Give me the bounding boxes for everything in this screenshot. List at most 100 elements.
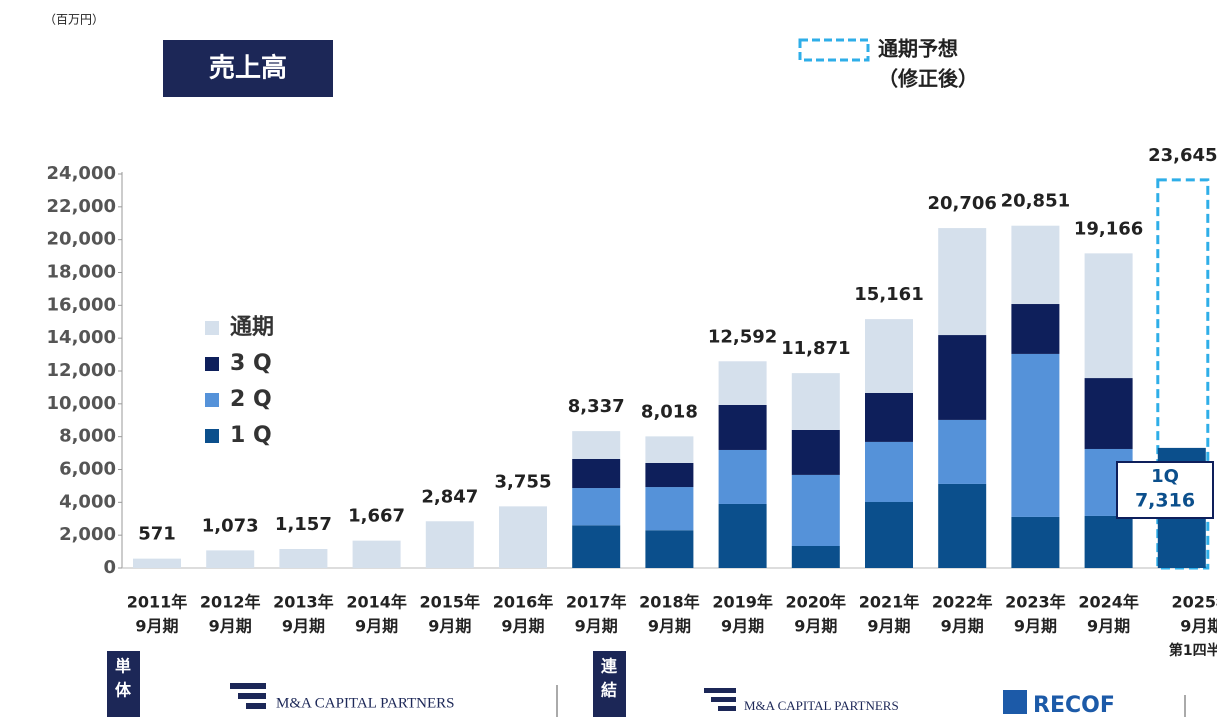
x-tick-label: 第1四半期 <box>1169 642 1217 659</box>
x-tick-label: 2022年 <box>932 593 993 612</box>
bar-segment <box>938 483 987 568</box>
total-label: 571 <box>138 524 176 545</box>
x-tick-label: 9月期 <box>355 617 398 636</box>
x-tick-label: 2013年 <box>273 593 334 612</box>
forecast-legend: （修正後） <box>878 67 978 91</box>
legend-label: 1 Q <box>230 423 272 448</box>
value-label-box <box>1116 461 1214 519</box>
y-tick-label: 14,000 <box>47 327 116 348</box>
logo-mark <box>230 683 266 689</box>
logo-text: M&A CAPITAL PARTNERS <box>744 698 899 713</box>
title-box <box>163 40 333 97</box>
x-tick-label: 9月期 <box>575 617 618 636</box>
x-tick-label: 2011年 <box>127 593 188 612</box>
bar-segment <box>791 373 840 430</box>
x-tick-label: 9月期 <box>501 617 544 636</box>
chart-title: 売上高 <box>209 53 287 84</box>
recof-text: RECOF <box>1033 693 1115 717</box>
bar-segment <box>1011 353 1060 517</box>
bar-segment <box>865 502 913 568</box>
bar-segment <box>865 319 913 393</box>
total-label: 19,166 <box>1074 218 1143 239</box>
consolidated-box <box>593 651 626 717</box>
bar-segment <box>645 530 694 568</box>
bar-segment <box>718 404 767 450</box>
standalone-label: 単 <box>115 657 131 676</box>
total-label: 2,847 <box>421 486 478 507</box>
legend-swatch <box>205 357 219 371</box>
y-tick-label: 4,000 <box>59 491 116 512</box>
x-tick-label: 2018年 <box>639 593 700 612</box>
bar-segment <box>938 419 987 484</box>
x-tick-label: 2024年 <box>1078 593 1139 612</box>
bar-segment <box>645 487 694 531</box>
y-tick-label: 2,000 <box>59 524 116 545</box>
standalone-label: 体 <box>115 681 132 700</box>
standalone-box <box>107 651 140 717</box>
total-label: 20,706 <box>927 193 996 214</box>
total-label: 20,851 <box>1001 191 1070 212</box>
recof-mark <box>1003 690 1027 714</box>
bar-segment <box>645 436 694 463</box>
y-tick-label: 12,000 <box>47 360 116 381</box>
x-tick-label: 9月期 <box>209 617 252 636</box>
y-tick-label: 24,000 <box>47 163 116 184</box>
legend-swatch <box>205 429 219 443</box>
bar-segment <box>1084 253 1133 379</box>
bar-segment <box>352 540 401 568</box>
legend-swatch <box>205 321 219 335</box>
consolidated-label: 結 <box>601 681 617 700</box>
x-tick-label: 2015年 <box>420 593 481 612</box>
total-label: 1,073 <box>202 515 259 536</box>
y-tick-label: 18,000 <box>47 262 116 283</box>
x-tick-label: 2025年 <box>1172 593 1217 612</box>
x-tick-label: 9月期 <box>941 617 984 636</box>
x-tick-label: 2023年 <box>1005 593 1066 612</box>
bar-segment <box>938 228 987 336</box>
bar-segment <box>938 335 987 420</box>
forecast-label: 23,645 <box>1148 145 1217 166</box>
logo-mark <box>246 703 266 709</box>
y-tick-label: 0 <box>103 557 116 578</box>
bar-segment <box>572 458 621 489</box>
total-label: 8,018 <box>641 401 698 422</box>
total-label: 11,871 <box>781 338 850 359</box>
bar-segment <box>572 525 621 568</box>
bar-segment <box>572 488 621 526</box>
y-tick-label: 6,000 <box>59 459 116 480</box>
x-tick-label: 9月期 <box>428 617 471 636</box>
total-label: 8,337 <box>568 396 625 417</box>
bar-segment <box>718 361 767 405</box>
legend-label: 2 Q <box>230 387 272 412</box>
legend-label: 3 Q <box>230 351 272 376</box>
bar-segment <box>718 503 767 568</box>
x-tick-label: 2019年 <box>712 593 773 612</box>
logo-mark <box>711 697 736 702</box>
x-tick-label: 9月期 <box>135 617 178 636</box>
total-label: 1,667 <box>348 506 405 527</box>
legend-label: 通期 <box>230 315 274 340</box>
logo-mark <box>718 706 736 711</box>
legend-swatch <box>205 393 219 407</box>
x-tick-label: 2020年 <box>786 593 847 612</box>
bar-segment <box>1084 378 1133 449</box>
x-tick-label: 2014年 <box>346 593 407 612</box>
bar-segment <box>645 462 694 488</box>
y-tick-label: 16,000 <box>47 294 116 315</box>
x-tick-label: 9月期 <box>1014 617 1057 636</box>
bar-segment <box>425 521 474 568</box>
footer: 単 体 M&A CAPITAL PARTNERS 連 結 M&A CAPITAL… <box>107 651 1186 717</box>
x-tick-label: 2012年 <box>200 593 261 612</box>
y-tick-label: 22,000 <box>47 196 116 217</box>
value-label: 1Q <box>1151 466 1179 487</box>
total-label: 12,592 <box>708 326 777 347</box>
y-tick-label: 10,000 <box>47 393 116 414</box>
x-tick-label: 9月期 <box>648 617 691 636</box>
bar-segment <box>865 392 913 442</box>
bar-segment <box>791 474 840 547</box>
x-tick-label: 9月期 <box>1087 617 1130 636</box>
x-tick-label: 9月期 <box>1180 617 1217 636</box>
bar-segment <box>718 449 767 504</box>
y-tick-label: 20,000 <box>47 229 116 250</box>
forecast-legend-swatch <box>798 38 870 62</box>
